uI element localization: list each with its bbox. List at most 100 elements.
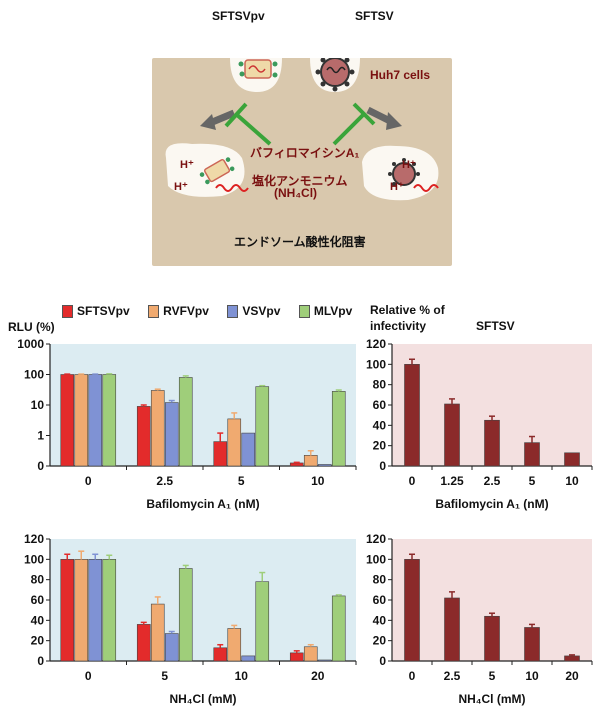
x-tick-label: 5: [489, 669, 496, 683]
x-tick-label: 0: [409, 474, 416, 488]
x-tick-label: 5: [238, 474, 245, 488]
bar: [331, 391, 346, 467]
y-tick-label: 0: [37, 459, 44, 473]
y-tick-label: 1000: [17, 337, 44, 351]
y-tick-label: 120: [366, 532, 386, 546]
bar: [227, 628, 242, 662]
bar: [60, 559, 75, 662]
y-tick-label: 120: [24, 532, 44, 546]
right-ylabel-line1: Relative % of: [370, 303, 445, 317]
x-tick-label: 0: [85, 669, 92, 683]
bar: [102, 559, 117, 662]
bar: [289, 462, 304, 467]
legend-item-rvfvpv: RVFVpv: [148, 304, 209, 318]
x-tick-label: 10: [311, 474, 325, 488]
bar: [524, 627, 540, 662]
x-tick-label: 0: [409, 669, 416, 683]
bar: [136, 406, 151, 467]
x-tick-label: 2.5: [484, 474, 501, 488]
pseudovirus-icon: [238, 59, 278, 79]
diagram-caption: エンドソーム酸性化阻害: [234, 235, 366, 249]
y-tick-label: 100: [24, 368, 44, 382]
x-tick-label: 10: [525, 669, 539, 683]
bar: [74, 559, 89, 662]
x-tick-label: 10: [565, 474, 579, 488]
endosome-virion-icon: [388, 158, 420, 186]
rna-icon-left: [215, 184, 249, 192]
x-tick-label: 2.5: [156, 474, 173, 488]
x-tick-label: 5: [529, 474, 536, 488]
legend-item-vsvpv: VSVpv: [227, 304, 280, 318]
entry-arrow-left: [208, 109, 236, 127]
bar: [484, 419, 500, 467]
x-tick-label: 20: [565, 669, 579, 683]
bar: [444, 403, 460, 467]
x-axis-label: NH₄Cl (mM): [169, 692, 236, 706]
bar: [241, 655, 256, 662]
bar: [227, 418, 242, 467]
drug-nh4cl-formula: (NH₄Cl): [274, 186, 318, 200]
chart-nh4cl-sftsv: 0 20 40 60 80 100 120 0 2.5 5 10 20 NH₄Cl (mM): [366, 532, 593, 706]
diagram-label-sftsvpv: SFTSVpv: [212, 9, 265, 23]
legend-swatch: [227, 304, 239, 318]
right-chart-title: SFTSV: [476, 319, 515, 333]
y-tick-label: 80: [31, 573, 45, 587]
bar: [88, 559, 103, 662]
x-tick-label: 10: [235, 669, 249, 683]
y-tick-label: 100: [24, 552, 44, 566]
drug-bafilomycin-label: バフィロマイシンA₁: [250, 146, 360, 160]
x-axis-label: NH₄Cl (mM): [458, 692, 525, 706]
chart-bafilomycin-pseudoviruses: 0 1 10 100 1000 0 2.5 5 10 Bafilomycin A₁ (nM): [17, 337, 357, 511]
bar: [564, 655, 580, 662]
x-tick-label: 0: [85, 474, 92, 488]
bar: [213, 647, 228, 662]
y-tick-label: 60: [373, 398, 387, 412]
diagram-graphics: [165, 52, 439, 201]
bar: [150, 603, 165, 662]
y-tick-label: 80: [373, 378, 387, 392]
x-tick-label: 2.5: [444, 669, 461, 683]
bar: [255, 581, 270, 662]
y-tick-label: 100: [366, 357, 386, 371]
bar: [303, 646, 318, 662]
bar: [164, 633, 179, 662]
y-tick-label: 40: [31, 613, 45, 627]
x-axis-label: Bafilomycin A₁ (nM): [435, 497, 548, 511]
y-tick-label: 80: [373, 573, 387, 587]
y-tick-label: 60: [373, 593, 387, 607]
bar: [317, 464, 332, 467]
legend-item-mlvpv: MLVpv: [298, 304, 352, 318]
rna-icon-right: [413, 184, 439, 192]
bar: [331, 595, 346, 662]
y-tick-label: 20: [373, 634, 387, 648]
bar: [241, 432, 256, 467]
bar: [164, 402, 179, 467]
hplus-label-1: H⁺: [180, 159, 194, 171]
legend-swatch: [298, 304, 310, 318]
bar: [289, 652, 304, 662]
hplus-label-3: H⁺: [402, 159, 416, 171]
x-tick-label: 20: [311, 669, 325, 683]
y-tick-label: 1: [37, 429, 44, 443]
bar: [524, 442, 540, 467]
legend-item-sftsvpv: SFTSVpv: [62, 304, 130, 318]
virion-icon: [315, 52, 355, 92]
legend-label: SFTSVpv: [77, 304, 130, 318]
bar: [444, 597, 460, 662]
inhibition-icon-left: [224, 102, 272, 146]
y-tick-label: 20: [31, 634, 45, 648]
x-tick-label: 5: [161, 669, 168, 683]
bar: [150, 390, 165, 467]
y-tick-label: 10: [31, 398, 45, 412]
y-tick-label: 40: [373, 613, 387, 627]
chart-nh4cl-pseudoviruses: 0 20 40 60 80 100 120 0 5 10 20 NH₄Cl (mM): [24, 532, 357, 706]
bar: [136, 624, 151, 662]
right-ylabel-line2: infectivity: [370, 319, 427, 333]
bar: [404, 559, 420, 662]
y-tick-label: 0: [379, 654, 386, 668]
y-tick-label: 20: [373, 439, 387, 453]
hplus-label-2: H⁺: [174, 181, 188, 193]
chart-legend: SFTSVpv RVFVpv VSVpv MLVpv: [62, 304, 366, 323]
bar: [303, 455, 318, 467]
bar: [178, 377, 193, 467]
